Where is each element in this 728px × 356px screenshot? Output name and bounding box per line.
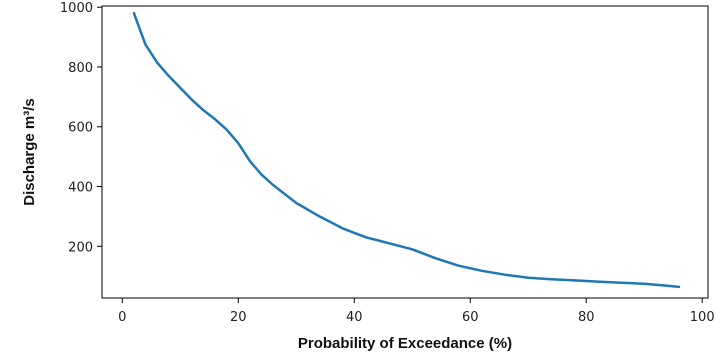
x-axis-title: Probability of Exceedance (%) — [298, 335, 512, 352]
x-tick-label: 20 — [230, 310, 247, 325]
plot-frame — [101, 5, 709, 299]
y-tick-label: 600 — [68, 121, 93, 136]
x-tick-label: 0 — [118, 310, 126, 325]
y-tick-label: 800 — [68, 61, 93, 76]
y-tick-label: 200 — [68, 240, 93, 255]
series-line-discharge — [132, 11, 681, 289]
ticks: 0 20 40 60 80 100 200 400 600 800 1000 — [60, 1, 715, 325]
y-axis-title: Discharge m³/s — [21, 98, 38, 206]
x-tick-label: 40 — [346, 310, 363, 325]
y-tick-label: 1000 — [60, 1, 93, 16]
x-tick-label: 100 — [690, 310, 715, 325]
y-tick-label: 400 — [68, 181, 93, 196]
x-tick-label: 80 — [578, 310, 595, 325]
x-tick-label: 60 — [462, 310, 479, 325]
